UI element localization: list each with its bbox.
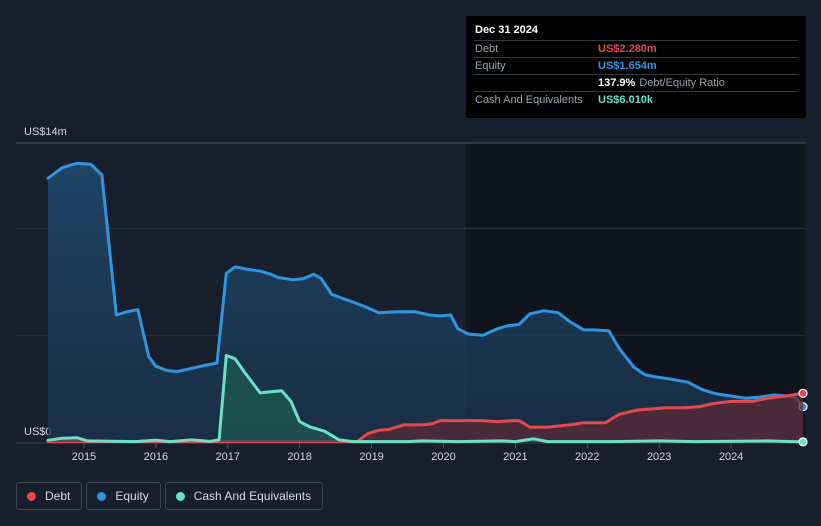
debt-end-point [798, 388, 808, 398]
x-tick-label: 2019 [359, 451, 383, 463]
tooltip-row-debt: Debt US$2.280m [474, 40, 798, 57]
x-tick-label: 2017 [216, 451, 240, 463]
tooltip-date: Dec 31 2024 [475, 24, 538, 36]
legend-item-equity[interactable]: Equity [86, 482, 161, 510]
x-tick-label: 2021 [503, 451, 527, 463]
tooltip-equity-label: Equity [475, 60, 506, 72]
y-axis-top-label: US$14m [24, 126, 67, 138]
x-tick-label: 2020 [431, 451, 455, 463]
tooltip-row-equity: Equity US$1.654m [474, 57, 798, 74]
x-tick-label: 2024 [719, 451, 743, 463]
tooltip-ratio-label: Debt/Equity Ratio [639, 77, 725, 89]
legend-item-debt[interactable]: Debt [16, 482, 83, 510]
cash-and-equivalents-line [46, 354, 805, 444]
debt-area [48, 393, 803, 442]
x-tick-label: 2018 [287, 451, 311, 463]
tooltip-cash-value: US$6.010k [598, 94, 654, 106]
legend-item-cash[interactable]: Cash And Equivalents [164, 482, 324, 510]
tooltip-row-ratio: 137.9% Debt/Equity Ratio [474, 74, 798, 91]
series-group [46, 161, 808, 447]
tooltip-equity-value: US$1.654m [598, 60, 657, 72]
cash-and-equivalents-end-point [798, 437, 808, 447]
tooltip-row-cash: Cash And Equivalents US$6.010k [474, 91, 798, 108]
x-tick-label: 2023 [647, 451, 671, 463]
equity-dot-icon [97, 491, 107, 501]
legend-cash-label: Cash And Equivalents [193, 489, 312, 503]
tooltip-debt-value: US$2.280m [598, 43, 657, 55]
tooltip-cash-label: Cash And Equivalents [475, 94, 583, 106]
equity-line [46, 161, 805, 409]
legend-debt-label: Debt [45, 489, 71, 503]
x-tick-label: 2015 [72, 451, 96, 463]
chart-legend: Debt Equity Cash And Equivalents [16, 482, 324, 510]
cash-and-equivalents-area [48, 355, 803, 442]
data-tooltip: Dec 31 2024 Debt US$2.280m Equity US$1.6… [466, 16, 806, 118]
cash-dot-icon [175, 491, 185, 501]
tooltip-debt-label: Debt [475, 43, 499, 55]
x-axis: 2015 2016 2017 2018 2019 2020 2021 2022 2023 2024 [72, 443, 743, 463]
x-tick-label: 2016 [144, 451, 168, 463]
tooltip-ratio-value: 137.9% [598, 77, 636, 89]
legend-equity-label: Equity [115, 489, 149, 503]
debt-dot-icon [27, 491, 36, 501]
x-tick-label: 2022 [575, 451, 599, 463]
y-axis-zero-label: US$0 [24, 426, 52, 438]
debt-line [46, 391, 805, 444]
